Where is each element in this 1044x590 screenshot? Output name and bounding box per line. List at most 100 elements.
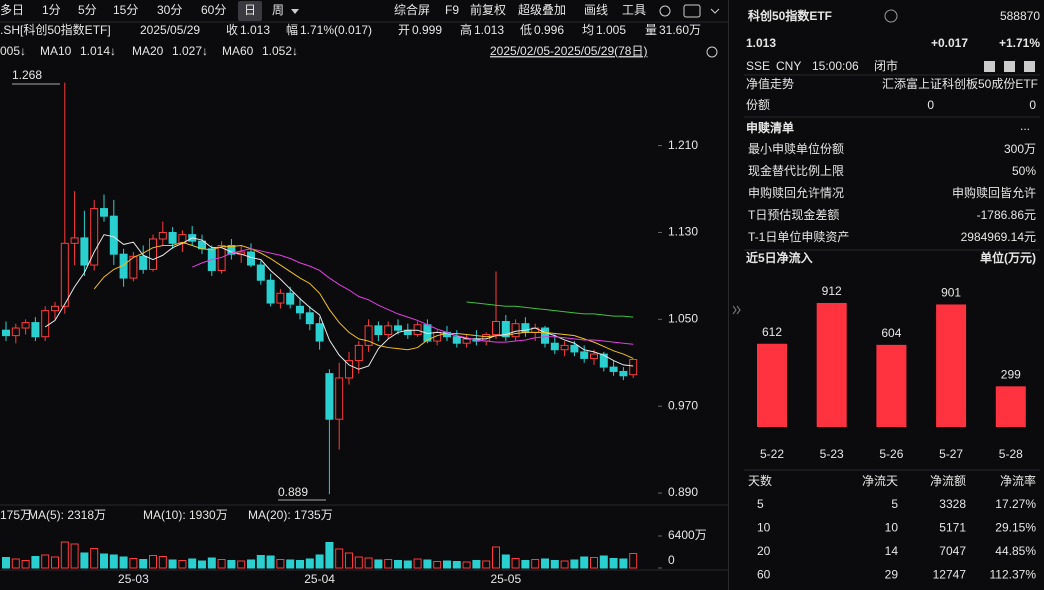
legend-value: 1.014↓ — [80, 44, 116, 58]
volume-bar — [364, 557, 373, 569]
table-cell: 7047 — [939, 544, 966, 558]
volume-bar — [325, 542, 334, 569]
period-button[interactable]: 15分 — [113, 3, 138, 17]
period-button[interactable]: 多日 — [0, 3, 24, 17]
panel-change-pct: +1.71% — [999, 36, 1040, 50]
settings-icon[interactable] — [659, 5, 671, 17]
volume-bar — [286, 559, 295, 569]
candle-body — [100, 208, 108, 217]
table-cell: 10 — [885, 521, 899, 535]
table-cell: 60 — [757, 568, 771, 582]
candle-body — [619, 370, 628, 377]
volume-bar — [492, 546, 500, 569]
expand-icon[interactable] — [710, 8, 720, 14]
y-tick-label: 1.210 — [668, 138, 698, 152]
x-tick-label: 5-27 — [939, 447, 963, 461]
period-button[interactable]: 5分 — [78, 3, 97, 17]
row-value: 0 — [1029, 98, 1036, 112]
candle-body — [109, 215, 118, 255]
table-cell: 5171 — [939, 521, 966, 535]
status-icon[interactable] — [1024, 61, 1035, 72]
panel-price: 1.013 — [746, 36, 776, 50]
tool-button[interactable]: 画线 — [584, 3, 608, 17]
volume-bar — [80, 552, 89, 569]
volume-header: 175万 — [0, 508, 32, 522]
candle-body — [394, 325, 402, 331]
volume-bar — [384, 559, 393, 569]
candle-body — [60, 242, 69, 307]
annotation: 1.268 — [12, 68, 42, 82]
range-settings-icon[interactable] — [706, 46, 718, 58]
volume-bar — [90, 548, 99, 569]
tool-button[interactable]: 前复权 — [470, 2, 506, 17]
table-header: 净流率 — [1000, 473, 1036, 488]
tool-button[interactable]: F9 — [445, 3, 459, 17]
x-tick-label: 5-23 — [820, 447, 844, 461]
period-button[interactable]: 周 — [272, 3, 284, 17]
volume-bar — [315, 554, 324, 569]
info-icon[interactable] — [884, 9, 898, 23]
volume-bar — [433, 561, 442, 569]
y-tick-label: 1.050 — [668, 312, 698, 326]
legend-name: MA10 — [40, 44, 72, 58]
table-cell: 14 — [885, 544, 899, 558]
status-icon[interactable] — [1004, 61, 1015, 72]
candle-body — [492, 321, 500, 336]
volume-bar — [100, 553, 108, 569]
quote-value: 1.013 — [240, 23, 270, 37]
y-tick-label: 0.890 — [668, 485, 698, 499]
date-range[interactable]: 2025/02/05-2025/05/29(78日) — [490, 44, 647, 58]
volume-bar — [119, 556, 128, 569]
volume-bar — [2, 557, 10, 569]
volume-bar — [305, 558, 314, 569]
volume-header: MA(10): 1930万 — [143, 508, 228, 522]
more-button[interactable]: ... — [1020, 119, 1030, 133]
volume-bar — [472, 560, 481, 569]
period-button[interactable]: 60分 — [201, 3, 226, 17]
tool-button[interactable]: 超级叠加 — [518, 2, 566, 17]
volume-bar — [394, 560, 402, 569]
quote-label: 收 — [226, 23, 238, 37]
volume-bar — [501, 554, 510, 569]
period-button[interactable]: 30分 — [157, 3, 182, 17]
volume-bar — [256, 555, 265, 569]
tool-button[interactable]: 综合屏 — [394, 2, 430, 17]
volume-bar — [139, 559, 148, 569]
tool-button[interactable]: 工具 — [622, 3, 646, 17]
candle-body — [580, 351, 589, 359]
collapse-icon[interactable] — [732, 305, 741, 315]
volume-bar — [168, 559, 177, 569]
candle-body — [609, 366, 618, 372]
row-label: 最小申赎单位份额 — [748, 141, 844, 156]
quote-date: 2025/05/29 — [140, 23, 200, 37]
row-label: 净值走势 — [746, 76, 794, 91]
dropdown-icon[interactable] — [291, 9, 299, 14]
active-period-bg — [238, 1, 262, 21]
table-cell: 29 — [885, 568, 899, 582]
bar — [936, 304, 967, 427]
status-icon[interactable] — [984, 61, 995, 72]
period-button[interactable]: 日 — [244, 3, 256, 17]
ma-line — [44, 234, 634, 370]
bar — [995, 386, 1026, 427]
candle-body — [335, 377, 344, 420]
volume-bar — [129, 558, 138, 569]
volume-bar — [521, 560, 530, 569]
volume-bar — [51, 556, 59, 569]
candle-body — [129, 255, 138, 279]
annotation: 0.889 — [278, 485, 308, 499]
row-label: 申购赎回允许情况 — [748, 185, 844, 200]
period-button[interactable]: 1分 — [42, 3, 61, 17]
candle-body — [560, 344, 569, 351]
candle-body — [511, 323, 520, 338]
x-tick-label: 5-22 — [760, 447, 784, 461]
volume-bar — [207, 557, 216, 569]
quote-value: 0.999 — [412, 23, 442, 37]
candle-body — [374, 325, 383, 336]
x-tick-label: 25-03 — [118, 572, 149, 586]
volume-bar — [335, 548, 344, 569]
volume-bar — [423, 559, 432, 569]
wp-icon[interactable] — [683, 4, 701, 18]
candle-body — [21, 322, 30, 329]
